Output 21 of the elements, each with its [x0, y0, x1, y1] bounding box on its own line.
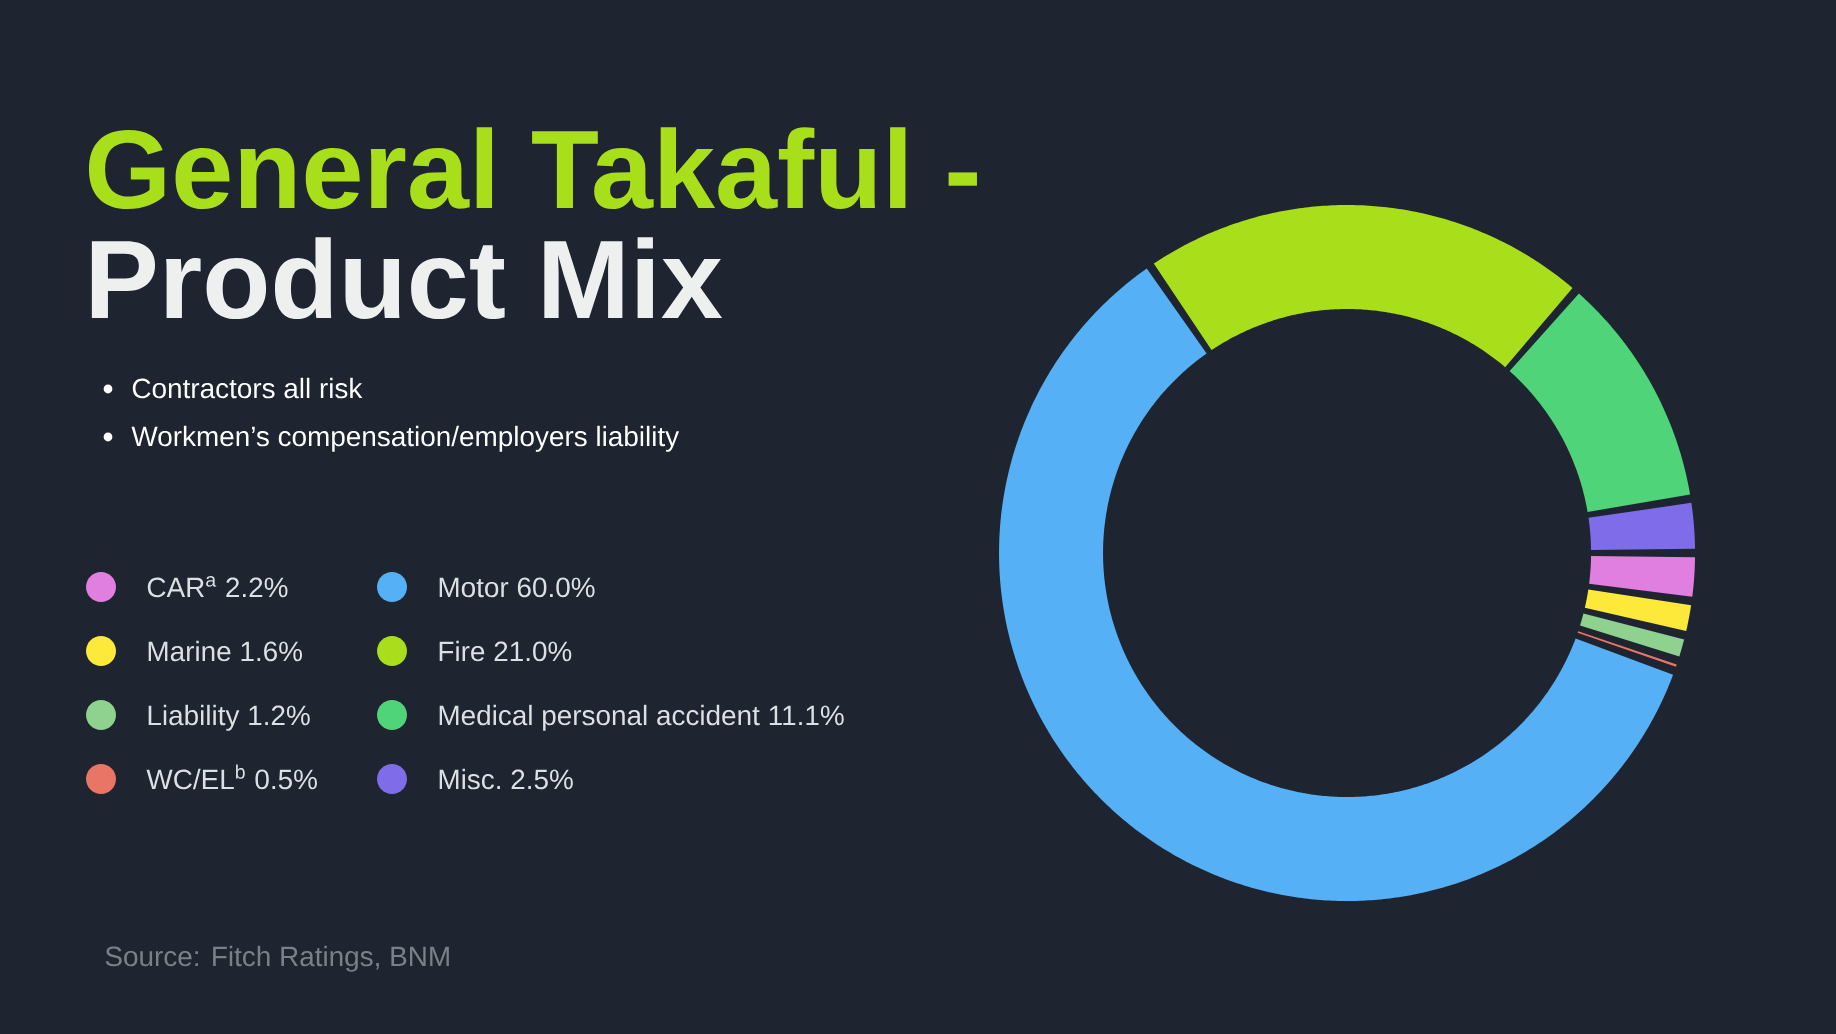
data-label: 2.2% [226, 577, 288, 598]
text: Contractors all risk [132, 377, 363, 399]
legend-label: CAR$^{a}$ [147, 576, 217, 598]
legend-label: WC/EL$^{b}$ [146, 764, 245, 790]
chart-title: General Takaful - [88, 127, 977, 210]
legend-label: Medical personal accident [439, 704, 760, 731]
legend-label: Marine [148, 640, 231, 662]
legend-label: Misc. [439, 768, 500, 790]
data-label: 0.5% [255, 769, 317, 790]
chart-subtitle: Product Mix [91, 237, 723, 320]
data-label: 60.0% [517, 577, 595, 598]
legend-label: Fire [439, 640, 485, 662]
data-label: 1.6% [241, 641, 303, 662]
legend-label: Motor [439, 577, 509, 598]
text: Workmen’s compensation/employers liability [131, 425, 680, 452]
source-note: Source: Fitch Ratings, BNM [105, 945, 449, 972]
data-label: 1.2% [249, 705, 310, 726]
data-label: 11.1% [769, 705, 844, 726]
legend-label: Liability [148, 704, 240, 731]
data-label: 2.5% [511, 769, 573, 790]
data-label: 21.0% [494, 641, 572, 662]
